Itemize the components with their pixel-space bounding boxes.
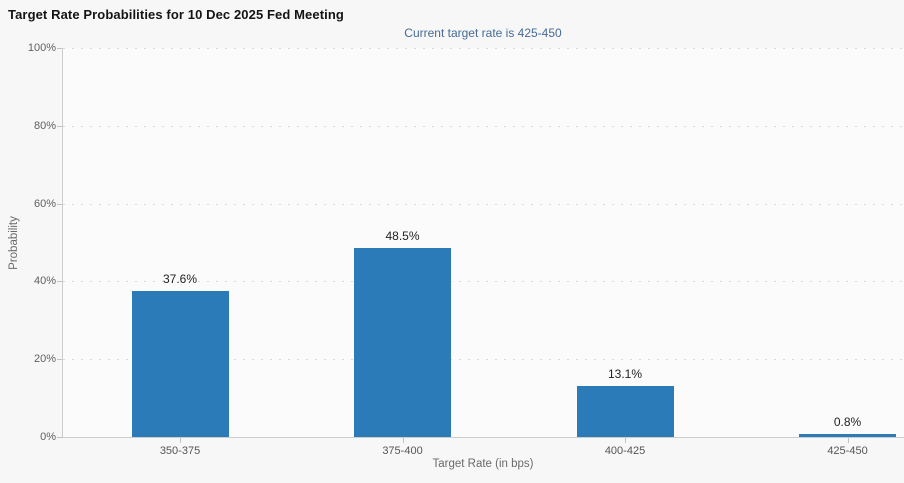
y-axis-title-box: Probability [0, 48, 28, 437]
bar-value-350-375: 37.6% [162, 271, 198, 286]
bar-350-375[interactable] [131, 290, 229, 437]
x-tick-mark-425-450 [847, 438, 849, 443]
y-tick-label-40: 40% [33, 275, 56, 288]
y-tick-label-60: 60% [33, 197, 56, 210]
x-tick-mark-350-375 [180, 438, 181, 443]
bar-375-400[interactable] [354, 248, 451, 437]
gridline-100 [63, 48, 904, 49]
x-tick-label-400-425: 400-425 [604, 445, 646, 457]
chart-title: Target Rate Probabilities for 10 Dec 202… [8, 7, 344, 22]
gridline-20 [63, 359, 904, 361]
gridline-40 [63, 281, 904, 283]
x-tick-label-375-400: 375-400 [382, 445, 423, 457]
y-tick-mark-40 [57, 281, 62, 283]
x-tick-mark-400-425 [625, 438, 626, 443]
x-axis-line [62, 437, 904, 438]
x-tick-label-425-450: 425-450 [827, 445, 868, 457]
y-tick-label-0: 0% [40, 431, 56, 443]
gridline-80 [63, 125, 904, 127]
y-tick-label-100: 100% [27, 42, 56, 54]
bar-value-400-425: 13.1% [607, 367, 643, 382]
chart-subtitle: Current target rate is 425-450 [404, 26, 562, 40]
x-tick-label-350-375: 350-375 [159, 445, 201, 457]
y-tick-mark-60 [57, 203, 62, 205]
y-tick-mark-100 [57, 48, 62, 49]
bar-value-425-450: 0.8% [833, 414, 862, 429]
x-tick-mark-375-400 [402, 438, 404, 443]
y-tick-mark-0 [57, 437, 62, 438]
bar-400-425[interactable] [576, 386, 674, 437]
x-axis-title: Target Rate (in bps) [432, 458, 534, 470]
y-tick-label-80: 80% [33, 119, 56, 132]
bar-value-375-400: 48.5% [385, 229, 420, 244]
y-tick-mark-20 [57, 359, 62, 361]
y-axis-line [62, 48, 63, 437]
y-tick-mark-80 [57, 125, 62, 127]
y-tick-label-20: 20% [33, 353, 56, 366]
gridline-60 [63, 203, 904, 205]
y-axis-title: Probability [8, 215, 21, 270]
bar-425-450[interactable] [799, 433, 896, 437]
